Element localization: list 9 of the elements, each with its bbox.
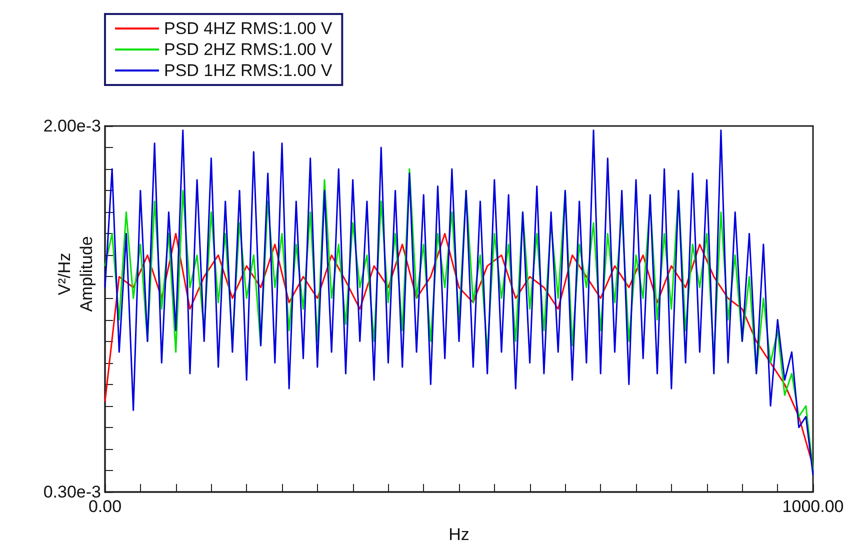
legend-label: PSD 1HZ RMS:1.00 V [164,61,333,80]
legend-label: PSD 2HZ RMS:1.00 V [164,40,333,59]
x-axis-title: Hz [448,525,470,544]
y-axis-title: V²/Hz [55,252,74,296]
text: Amplitude [77,236,96,312]
x-tick-label: 1000.00 [782,497,844,516]
y-tick-label: 2.00e-3 [43,116,101,136]
legend-label: PSD 4HZ RMS:1.00 V [164,19,333,38]
line-series [104,232,814,467]
